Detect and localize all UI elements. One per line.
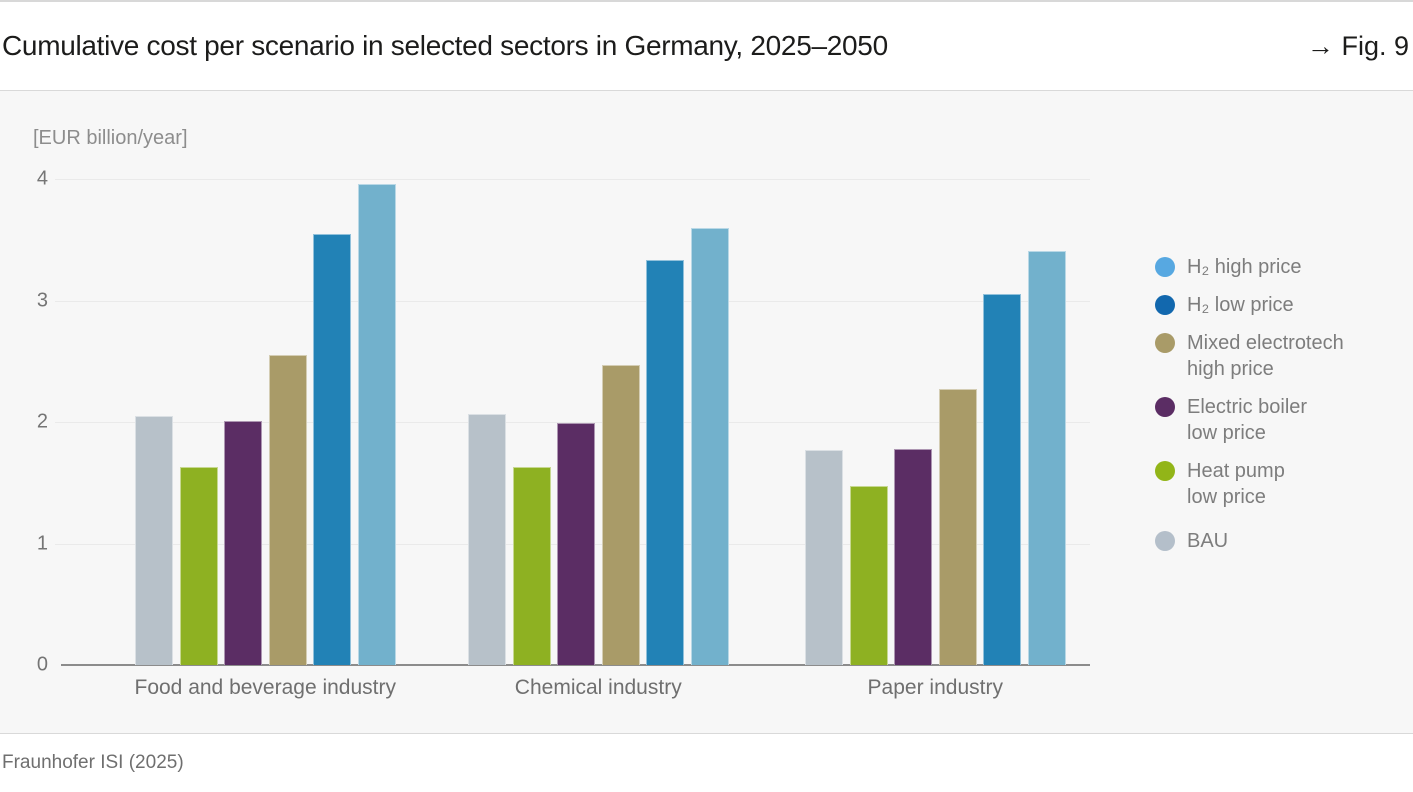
bar: [894, 448, 932, 665]
bar: [557, 423, 595, 665]
legend-dot-icon: [1155, 397, 1175, 417]
x-category-label: Chemical industry: [514, 676, 682, 699]
legend-label: BAU: [1187, 530, 1229, 552]
legend-dot-icon: [1155, 531, 1175, 551]
legend-item: Heat pump low price: [1155, 458, 1405, 510]
figure-footer: Fraunhofer ISI (2025): [0, 734, 1413, 792]
figure-number-label: → Fig. 9: [1306, 30, 1409, 61]
legend-dot-icon: [1155, 461, 1175, 481]
bar-group-2: [468, 179, 729, 665]
bar: [468, 413, 506, 665]
gridline-y-3: [55, 300, 1090, 302]
bar: [313, 233, 351, 665]
bar: [512, 466, 551, 665]
x-category-label: Paper industry: [867, 676, 1003, 699]
y-tick-label-1: 1: [36, 532, 48, 554]
legend-item: BAU: [1155, 528, 1405, 554]
legend-item: H₂ low price: [1155, 292, 1405, 318]
figure-header: Cumulative cost per scenario in selected…: [0, 2, 1413, 91]
x-category-label: Food and beverage industry: [134, 676, 397, 699]
chart-legend: H₂ high price H₂ low price Mixed electrote…: [1155, 254, 1405, 554]
bar: [938, 389, 977, 665]
page-title: Cumulative cost per scenario in selected…: [2, 30, 888, 61]
y-tick-label-4: 4: [36, 167, 48, 190]
gridline-y-2: [55, 422, 1090, 423]
legend-label: H₂ low price: [1187, 294, 1294, 316]
legend-dot-icon: [1155, 295, 1175, 315]
bar: [268, 355, 307, 665]
bar: [646, 260, 684, 665]
legend-item: Mixed electrotech high price: [1155, 330, 1405, 382]
x-axis-line: [61, 664, 1090, 666]
legend-label: Heat pump low price: [1187, 460, 1285, 508]
bar: [805, 449, 843, 665]
legend-item: Electric boiler low price: [1155, 394, 1405, 446]
bar: [135, 415, 173, 665]
bar-group-1: [135, 179, 396, 665]
bar: [224, 420, 262, 665]
legend-label: H₂ high price: [1187, 256, 1302, 278]
bar: [601, 364, 640, 665]
bar: [690, 227, 729, 665]
source-text: Fraunhofer ISI (2025): [2, 752, 184, 773]
bar: [849, 486, 888, 665]
bar: [1027, 250, 1066, 665]
bar-group-3: [805, 179, 1066, 665]
y-tick-label-3: 3: [36, 289, 48, 311]
plot-area: 0 1 2 3 4 Food and beverage industry Chemical …: [37, 168, 1090, 699]
bar: [357, 183, 396, 665]
legend-dot-icon: [1155, 333, 1175, 353]
bar: [179, 466, 218, 665]
legend-label: Mixed electrotech high price: [1187, 332, 1344, 380]
legend-label: Electric boiler low price: [1187, 396, 1308, 444]
bar: [983, 294, 1021, 665]
y-tick-label-2: 2: [36, 410, 48, 433]
y-axis-unit-label: [EUR billion/year]: [33, 127, 188, 149]
legend-item: H₂ high price: [1155, 254, 1405, 280]
gridline-y-4: [55, 179, 1090, 180]
y-tick-label-0: 0: [36, 653, 48, 676]
legend-dot-icon: [1155, 257, 1175, 277]
chart-panel: [EUR billion/year] 0 1 2 3 4 Food and beverag…: [0, 91, 1413, 734]
